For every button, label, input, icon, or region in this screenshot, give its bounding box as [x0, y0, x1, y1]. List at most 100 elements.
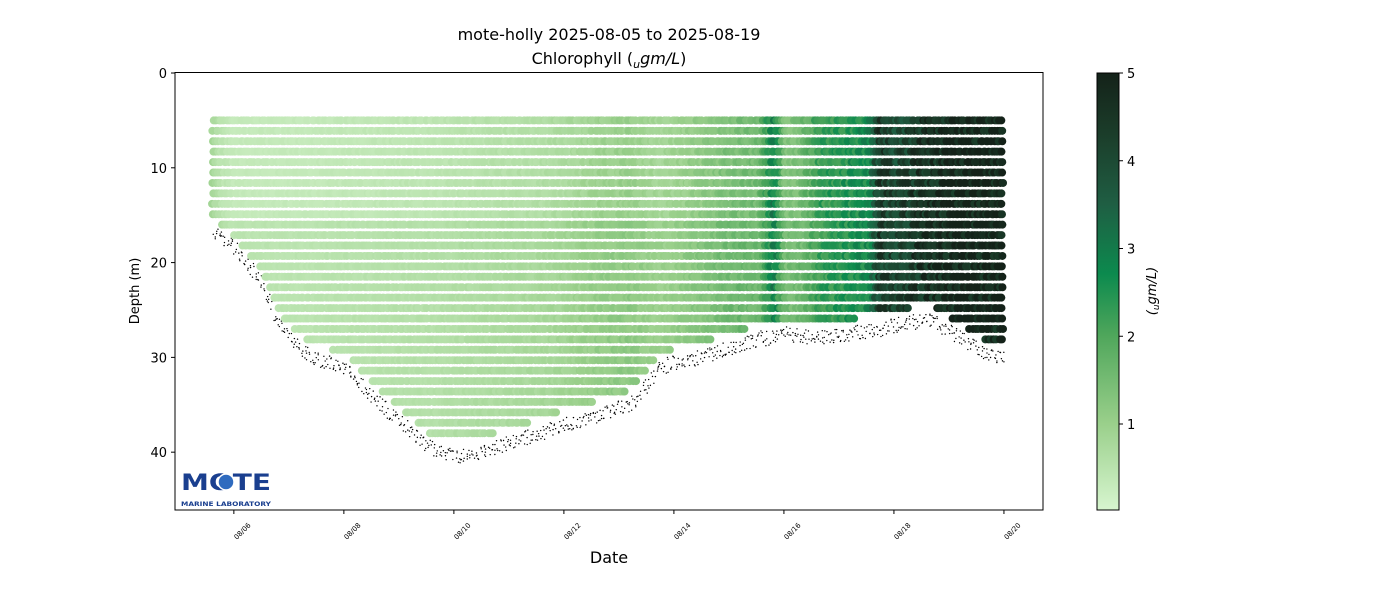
- seafloor-point: [439, 454, 441, 456]
- seafloor-point: [746, 347, 748, 350]
- seafloor-point: [784, 335, 786, 338]
- seafloor-point: [941, 324, 943, 326]
- seafloor-point: [567, 425, 569, 427]
- seafloor-point: [305, 346, 307, 348]
- seafloor-point: [594, 416, 596, 418]
- seafloor-point: [683, 364, 685, 366]
- seafloor-point: [634, 404, 637, 407]
- seafloor-point: [373, 397, 376, 399]
- seafloor-point: [647, 385, 649, 387]
- seafloor-point: [562, 419, 565, 421]
- seafloor-point: [358, 386, 360, 389]
- seafloor-point: [606, 407, 608, 409]
- seafloor-point: [944, 333, 946, 335]
- seafloor-point: [480, 448, 482, 450]
- seafloor-point: [236, 242, 239, 245]
- seafloor-point: [271, 300, 273, 303]
- seafloor-point: [548, 427, 551, 429]
- profile-column: [287, 116, 298, 323]
- seafloor-point: [868, 323, 870, 326]
- seafloor-point: [332, 368, 335, 371]
- seafloor-point: [694, 365, 696, 367]
- seafloor-point: [681, 359, 683, 361]
- profile-column: [631, 116, 642, 386]
- seafloor-point: [477, 457, 479, 460]
- seafloor-point: [267, 301, 269, 304]
- seafloor-point: [233, 253, 235, 255]
- seafloor-point: [721, 356, 724, 358]
- seafloor-point: [823, 343, 825, 345]
- seafloor-point: [636, 400, 639, 403]
- seafloor-point: [830, 332, 832, 334]
- seafloor-point: [572, 427, 575, 430]
- seafloor-point: [859, 337, 861, 340]
- seafloor-point: [716, 345, 719, 347]
- seafloor-point: [719, 354, 721, 357]
- seafloor-point: [606, 405, 608, 407]
- seafloor-point: [953, 332, 955, 334]
- seafloor-point: [794, 334, 796, 337]
- seafloor-point: [645, 389, 647, 391]
- profile-column: [279, 116, 290, 323]
- seafloor-point: [728, 351, 730, 354]
- seafloor-point: [824, 330, 826, 332]
- seafloor-point: [876, 326, 878, 328]
- seafloor-point: [597, 419, 600, 422]
- seafloor-point: [963, 339, 965, 341]
- seafloor-point: [757, 334, 759, 336]
- seafloor-point: [958, 342, 961, 344]
- seafloor-point: [411, 431, 413, 433]
- seafloor-point: [739, 341, 741, 343]
- seafloor-point: [929, 325, 931, 327]
- seafloor-point: [951, 325, 953, 328]
- seafloor-point: [263, 282, 265, 285]
- seafloor-point: [216, 230, 218, 233]
- seafloor-point: [368, 392, 370, 395]
- seafloor-point: [861, 334, 863, 337]
- seafloor-point: [706, 348, 709, 350]
- seafloor-point: [611, 404, 614, 406]
- seafloor-point: [657, 368, 659, 370]
- seafloor-point: [609, 416, 612, 419]
- seafloor-point: [713, 355, 715, 358]
- seafloor-point: [421, 443, 423, 445]
- seafloor-point: [604, 406, 606, 408]
- seafloor-point: [370, 401, 372, 403]
- seafloor-point: [665, 372, 668, 374]
- seafloor-point: [308, 353, 311, 355]
- seafloor-point: [666, 356, 669, 359]
- seafloor-point: [776, 338, 779, 340]
- seafloor-point: [841, 330, 843, 332]
- seafloor-point: [501, 451, 504, 453]
- seafloor-point: [495, 440, 498, 442]
- seafloor-point: [961, 332, 964, 335]
- seafloor-point: [288, 332, 291, 335]
- seafloor-point: [752, 345, 755, 347]
- seafloor-point: [274, 319, 277, 321]
- seafloor-point: [559, 425, 562, 427]
- seafloor-point: [427, 446, 429, 449]
- seafloor-point: [806, 343, 808, 345]
- seafloor-point: [584, 413, 586, 415]
- seafloor-point: [692, 360, 694, 362]
- seafloor-point: [876, 333, 879, 336]
- seafloor-point: [524, 431, 526, 433]
- seafloor-point: [348, 372, 351, 374]
- seafloor-point: [676, 363, 678, 366]
- seafloor-point: [244, 260, 247, 262]
- seafloor-point: [800, 334, 802, 336]
- seafloor-point: [536, 439, 539, 441]
- seafloor-point: [702, 360, 704, 363]
- seafloor-point: [959, 330, 962, 332]
- seafloor-point: [403, 424, 405, 427]
- seafloor-point: [518, 443, 520, 445]
- seafloor-point: [445, 459, 447, 461]
- seafloor-point: [696, 350, 699, 352]
- seafloor-point: [891, 321, 893, 323]
- seafloor-point: [958, 336, 960, 338]
- seafloor-point: [585, 414, 588, 417]
- seafloor-point: [286, 327, 288, 330]
- seafloor-point: [692, 355, 694, 357]
- seafloor-point: [217, 228, 219, 230]
- seafloor-point: [367, 393, 369, 396]
